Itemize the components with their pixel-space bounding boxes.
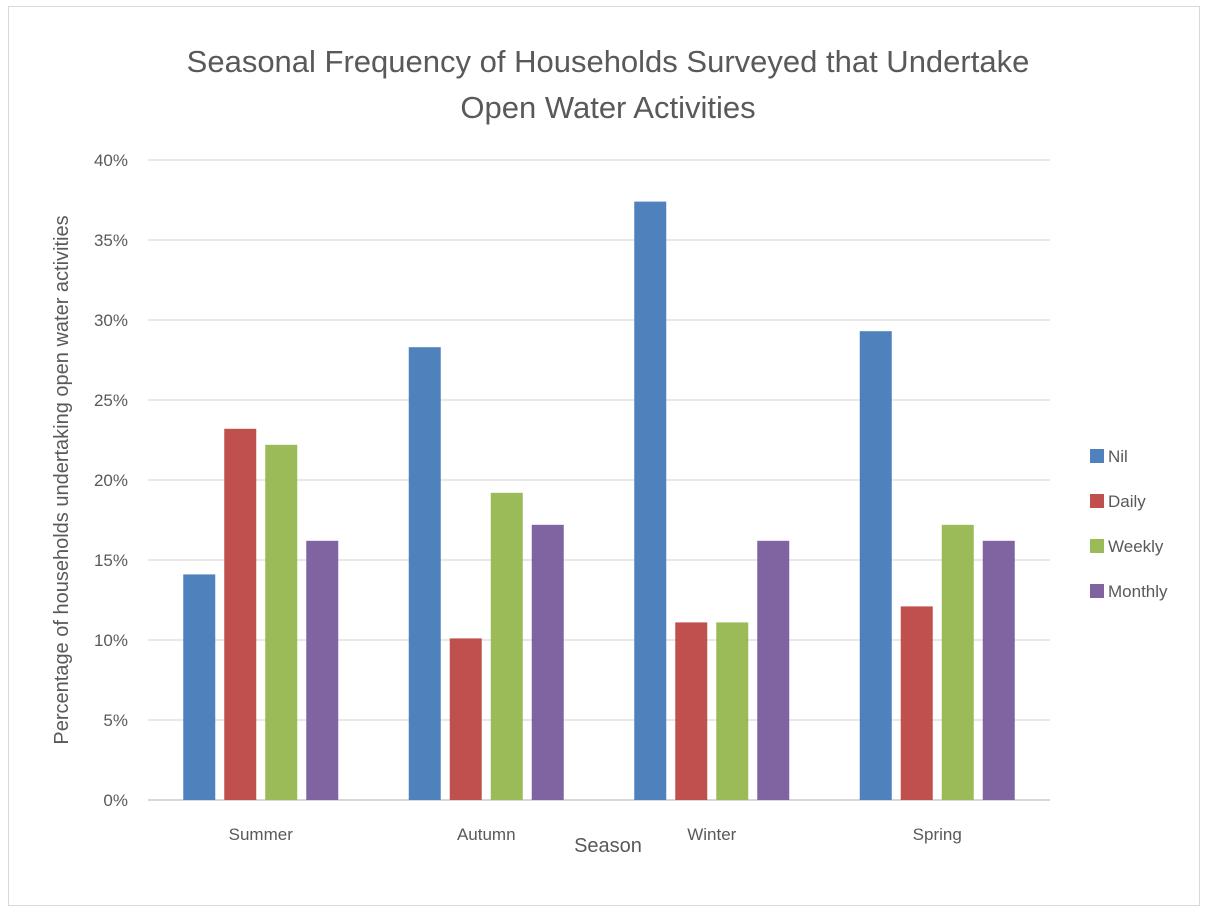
- y-tick-label: 0%: [103, 791, 128, 810]
- y-axis-label: Percentage of households undertaking ope…: [51, 215, 73, 744]
- y-tick-label: 15%: [94, 551, 128, 570]
- bar-monthly-spring: [982, 540, 1015, 800]
- bar-daily-winter: [675, 622, 708, 800]
- y-tick-label: 10%: [94, 631, 128, 650]
- y-tick-label: 20%: [94, 471, 128, 490]
- y-axis-ticks: 0% 5% 10% 15% 20% 25% 30% 35% 40%: [94, 151, 128, 810]
- x-tick-label: Autumn: [457, 825, 516, 844]
- chart-title-line-1: Seasonal Frequency of Households Surveye…: [187, 44, 1030, 79]
- bar-weekly-spring: [941, 524, 974, 800]
- chart-title-line-2: Open Water Activities: [460, 90, 755, 125]
- bar-weekly-winter: [716, 622, 749, 800]
- legend-label-nil: Nil: [1108, 447, 1128, 466]
- x-axis-label: Season: [574, 835, 642, 857]
- bar-weekly-autumn: [490, 492, 523, 800]
- legend-label-monthly: Monthly: [1108, 582, 1168, 601]
- bar-monthly-winter: [757, 540, 790, 800]
- bar-nil-winter: [634, 201, 667, 801]
- bar-nil-autumn: [408, 347, 441, 800]
- bar-monthly-autumn: [531, 524, 564, 800]
- x-tick-label: Summer: [229, 825, 294, 844]
- y-tick-label: 5%: [103, 711, 128, 730]
- y-tick-label: 30%: [94, 311, 128, 330]
- legend-swatch-monthly: [1090, 584, 1104, 598]
- bar-weekly-summer: [265, 444, 298, 800]
- x-axis-ticks: Summer Autumn Winter Spring: [229, 825, 962, 844]
- bar-daily-spring: [900, 606, 933, 800]
- x-tick-label: Spring: [913, 825, 962, 844]
- y-tick-label: 40%: [94, 151, 128, 170]
- y-tick-label: 35%: [94, 231, 128, 250]
- bar-nil-summer: [183, 574, 216, 800]
- legend-swatch-daily: [1090, 494, 1104, 508]
- legend-label-weekly: Weekly: [1108, 537, 1164, 556]
- chart-title: Seasonal Frequency of Households Surveye…: [187, 44, 1030, 125]
- legend-swatch-nil: [1090, 449, 1104, 463]
- gridlines: [148, 159, 1050, 801]
- bar-monthly-summer: [306, 540, 339, 800]
- bar-nil-spring: [859, 331, 892, 800]
- bar-daily-autumn: [449, 638, 482, 800]
- x-tick-label: Winter: [687, 825, 736, 844]
- legend: Nil Daily Weekly Monthly: [1090, 447, 1168, 601]
- y-tick-label: 25%: [94, 391, 128, 410]
- legend-swatch-weekly: [1090, 539, 1104, 553]
- legend-label-daily: Daily: [1108, 492, 1146, 511]
- bars: [183, 201, 1015, 801]
- bar-daily-summer: [224, 428, 257, 800]
